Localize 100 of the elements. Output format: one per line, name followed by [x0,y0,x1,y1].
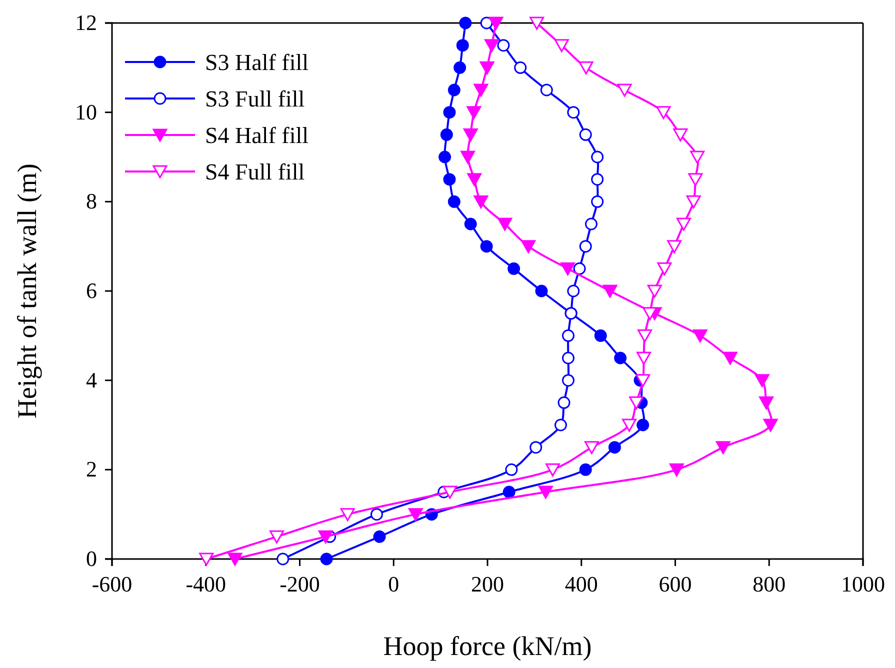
y-tick-label: 10 [75,99,97,124]
y-tick-label: 6 [86,278,97,304]
point [754,374,770,388]
point [474,84,488,97]
point [578,61,594,74]
point [373,530,386,543]
point [567,284,580,298]
point [602,284,618,298]
point [318,530,333,544]
point [567,106,580,119]
point [617,84,632,97]
legend-label: S4 Half fill [205,123,308,148]
x-tick-label: 600 [658,572,692,597]
point [438,150,452,164]
x-axis-title: Hoop force (kN/m) [383,631,592,661]
point [454,61,466,74]
point [722,352,738,365]
point [554,418,567,432]
point [629,396,644,410]
point [673,128,688,142]
point [480,240,493,253]
point [463,128,478,142]
point [535,284,548,298]
point [560,262,576,276]
x-tick-label: -200 [280,572,320,597]
y-tick-label: 2 [86,456,97,482]
point [763,418,778,432]
point [497,39,510,52]
point [584,218,598,230]
point [690,150,705,164]
point [508,262,520,275]
point [484,39,499,52]
point [692,329,708,342]
point [448,195,460,208]
point [448,84,460,96]
point [667,240,682,254]
point [591,173,604,186]
y-axis-title: Height of tank wall (m) [12,164,42,418]
legend-label: S3 Half fill [205,50,308,75]
y-tick-label: 0 [86,546,97,572]
point [320,552,333,566]
point [498,218,512,231]
point [656,106,671,120]
point [594,329,607,342]
point [642,307,658,320]
point [199,552,214,566]
y-tick-label: 8 [86,188,97,214]
point [591,195,604,208]
point [558,396,570,409]
x-tick-label: -400 [186,572,226,597]
point [636,418,650,432]
point [440,128,453,141]
point [584,441,599,454]
point [228,552,242,566]
point [459,16,472,30]
point [270,530,284,544]
point [636,374,650,388]
point [688,173,703,186]
point [488,16,504,30]
point [579,128,592,141]
x-tick-label: 0 [388,572,400,597]
legend-label: S3 Full fill [205,86,305,112]
point [538,486,553,499]
point [676,218,691,231]
point [636,352,652,365]
x-tick-label: 400 [564,572,598,597]
point [573,262,586,275]
point [562,352,574,364]
point [340,508,355,522]
legend-label: S4 Full fill [205,160,305,184]
point [480,61,494,74]
point [562,329,574,342]
x-tick-label: 200 [471,572,504,597]
y-tick-label: 12 [75,10,97,36]
point [716,441,730,454]
point [514,61,527,74]
point [591,150,604,164]
point [502,486,516,498]
point [669,463,684,476]
point [540,84,553,96]
y-tick-label: 4 [86,367,97,392]
point [464,218,477,230]
point [637,329,652,342]
point [759,396,774,410]
point [554,39,569,52]
point [276,552,290,566]
x-tick-label: -600 [92,572,132,597]
point [614,352,627,364]
point [647,284,662,298]
point [480,16,493,30]
point [466,106,482,120]
point [530,441,542,454]
point [545,463,560,476]
point [443,173,456,186]
point [521,240,536,254]
point [579,463,592,476]
point [657,262,672,276]
point [456,39,469,52]
point [562,374,574,387]
point [530,16,544,30]
